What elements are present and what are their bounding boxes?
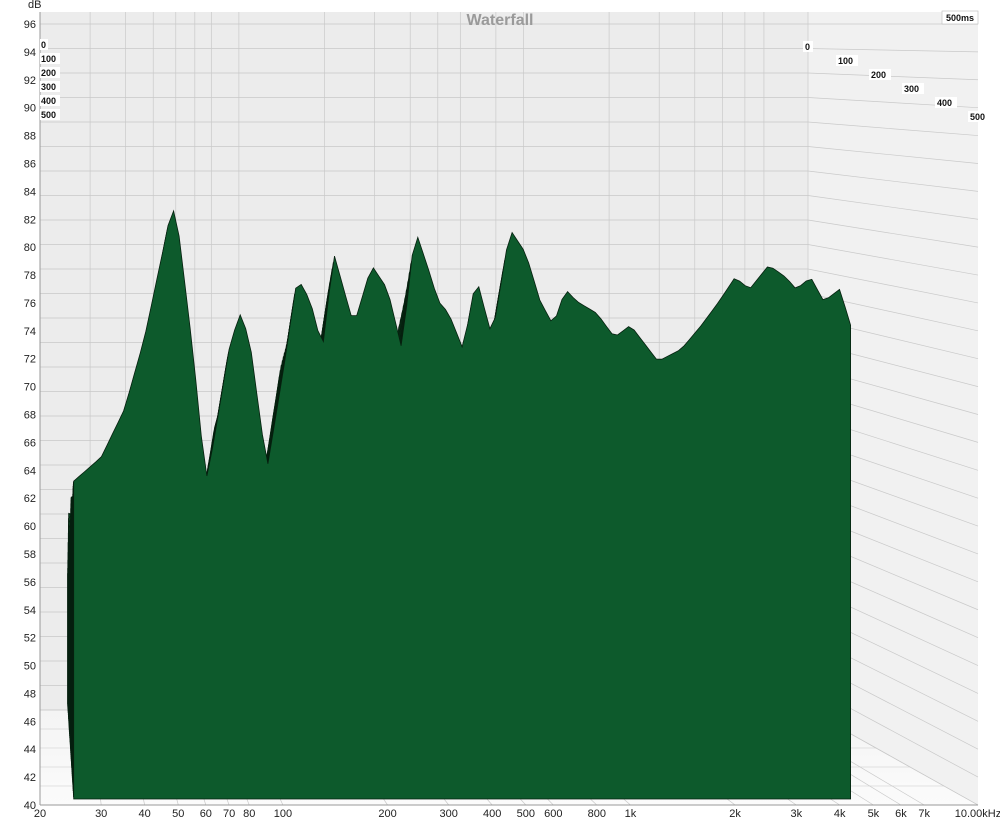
- x-tick-label: 6k: [895, 808, 907, 819]
- time-tick-label: 400: [937, 98, 952, 108]
- x-tick-label: 200: [378, 808, 396, 819]
- x-tick-label: 30: [95, 808, 107, 819]
- waterfall-surface: [67, 209, 851, 800]
- x-tick-label: 80: [243, 808, 255, 819]
- y-tick-label: 46: [24, 716, 36, 728]
- x-tick-label: 70: [223, 808, 235, 819]
- time-tick-left: 500: [40, 109, 60, 120]
- time-tick-label: 100: [838, 56, 853, 66]
- x-tick-label: 7k: [918, 808, 930, 819]
- time-tick-left: 400: [40, 95, 60, 106]
- time-tick-right: 0: [803, 41, 813, 52]
- time-tick-right: 400: [935, 97, 957, 108]
- y-tick-label: 54: [24, 605, 36, 617]
- time-tick-label: 500: [970, 112, 985, 122]
- y-tick-label: 62: [24, 493, 36, 505]
- x-tick-label: 300: [440, 808, 458, 819]
- y-tick-label: 92: [24, 75, 36, 87]
- time-tick-label: 0: [805, 42, 810, 52]
- time-tick-label: 0: [41, 40, 46, 50]
- x-tick-label: 4k: [834, 808, 846, 819]
- y-tick-label: 82: [24, 214, 36, 226]
- y-tick-label: 74: [24, 326, 36, 338]
- y-tick-label: 66: [24, 437, 36, 449]
- y-tick-label: 72: [24, 354, 36, 366]
- y-tick-label: 94: [24, 47, 36, 59]
- time-tick-label: 400: [41, 96, 56, 106]
- x-tick-label: 5k: [868, 808, 880, 819]
- x-tick-label: 20: [34, 808, 46, 819]
- x-tick-label: 600: [544, 808, 562, 819]
- x-tick-label: 1k: [625, 808, 637, 819]
- time-tick-label: 300: [904, 84, 919, 94]
- y-tick-label: 76: [24, 298, 36, 310]
- y-tick-label: 86: [24, 158, 36, 170]
- y-tick-label: 42: [24, 772, 36, 784]
- y-tick-label: 78: [24, 270, 36, 282]
- y-tick-label: 96: [24, 19, 36, 31]
- y-tick-label: 64: [24, 465, 36, 477]
- x-tick-label: 400: [483, 808, 501, 819]
- time-tick-right: 300: [902, 83, 924, 94]
- time-tick-left: 0: [40, 39, 48, 50]
- time-tick-left: 200: [40, 67, 60, 78]
- y-tick-label: 40: [24, 800, 36, 812]
- time-tick-left: 300: [40, 81, 60, 92]
- waterfall-slice: [73, 209, 851, 800]
- x-tick-label: 500: [517, 808, 535, 819]
- x-tick-label: 3k: [790, 808, 802, 819]
- y-tick-label: 50: [24, 661, 36, 673]
- y-axis-unit: dB: [28, 0, 41, 11]
- x-tick-label: 50: [172, 808, 184, 819]
- time-unit-badge: 500ms: [941, 10, 979, 25]
- x-tick-label: 2k: [729, 808, 741, 819]
- y-tick-label: 88: [24, 131, 36, 143]
- y-tick-label: 56: [24, 577, 36, 589]
- time-tick-label: 500: [41, 110, 56, 120]
- y-axis-labels: 96 94 92 90 88 86 84 82 80 78 76 74 72 70 68 66 64 62 60 58…: [24, 19, 36, 812]
- y-tick-label: 68: [24, 410, 36, 422]
- svg-text:500ms: 500ms: [946, 13, 974, 23]
- x-tick-label: 60: [200, 808, 212, 819]
- time-tick-label: 100: [41, 54, 56, 64]
- time-tick-left: 100: [40, 53, 60, 64]
- y-tick-label: 48: [24, 688, 36, 700]
- x-tick-label: 100: [274, 808, 292, 819]
- chart-title: Waterfall: [467, 12, 534, 29]
- y-tick-label: 90: [24, 103, 36, 115]
- time-tick-right: 500: [968, 111, 990, 122]
- y-tick-label: 60: [24, 521, 36, 533]
- time-tick-right: 200: [869, 69, 891, 80]
- time-tick-label: 200: [871, 70, 886, 80]
- y-tick-label: 44: [24, 744, 36, 756]
- y-tick-label: 70: [24, 382, 36, 394]
- y-tick-label: 58: [24, 549, 36, 561]
- y-tick-label: 84: [24, 186, 36, 198]
- y-tick-label: 52: [24, 633, 36, 645]
- x-tick-label: 10.00kHz: [955, 808, 1000, 819]
- x-axis-labels: 20 30 40 50 60 70 80 100 200 300 400 500 600 800 1k 2k 3…: [34, 808, 1000, 819]
- y-tick-label: 80: [24, 242, 36, 254]
- time-tick-right: 100: [836, 55, 858, 66]
- time-tick-label: 300: [41, 82, 56, 92]
- x-tick-label: 40: [138, 808, 150, 819]
- time-axis-labels: 0 100 200 300 400 500 0 100 200 300 400 500: [40, 39, 990, 122]
- time-tick-label: 200: [41, 68, 56, 78]
- x-tick-label: 800: [588, 808, 606, 819]
